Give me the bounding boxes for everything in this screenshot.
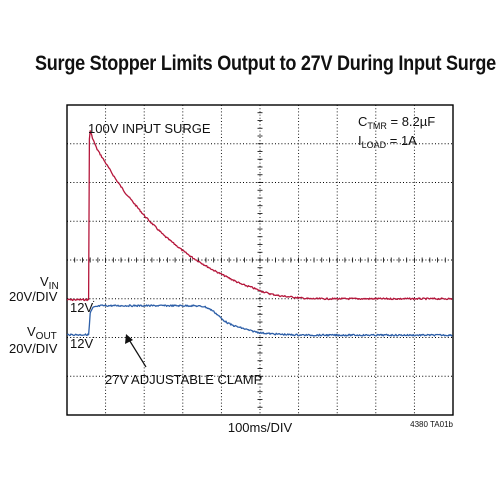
vout-scale-label: 20V/DIV — [9, 341, 58, 356]
vin-sub: IN — [49, 281, 59, 292]
surge-annotation: 100V INPUT SURGE — [88, 121, 211, 136]
vin-channel-label: VIN — [40, 274, 59, 292]
vout-channel-label: VOUT — [27, 324, 57, 342]
iload-prefix: I — [358, 133, 362, 148]
ctmr-sub: TMR — [367, 121, 387, 131]
clamp-arrow-head — [125, 334, 133, 344]
x-axis-label: 100ms/DIV — [228, 420, 293, 435]
vin-level-label: 12V — [70, 300, 93, 315]
traces — [66, 130, 453, 337]
chart-title: Surge Stopper Limits Output to 27V Durin… — [35, 52, 496, 75]
ctmr-prefix: C — [358, 114, 367, 129]
iload-sub: LOAD — [362, 140, 387, 150]
vin-prefix: V — [40, 274, 49, 289]
vout-level-tick: · — [92, 332, 95, 343]
vout-prefix: V — [27, 324, 36, 339]
trace-vout — [66, 304, 453, 337]
vin-scale-label: 20V/DIV — [9, 289, 58, 304]
ctmr-annotation: CTMR = 8.2µF — [358, 114, 435, 131]
grid — [66, 104, 454, 416]
iload-value: = 1A — [386, 133, 417, 148]
clamp-arrow-line — [127, 337, 147, 368]
ctmr-value: = 8.2µF — [387, 114, 435, 129]
vin-level-tick: · — [92, 296, 95, 307]
vout-level-label: 12V — [70, 336, 93, 351]
clamp-annotation: 27V ADJUSTABLE CLAMP — [105, 372, 262, 387]
iload-annotation: ILOAD = 1A — [358, 133, 417, 150]
trace-vin — [66, 130, 453, 302]
figure-id: 4380 TA01b — [410, 420, 453, 429]
vout-sub: OUT — [36, 331, 57, 342]
